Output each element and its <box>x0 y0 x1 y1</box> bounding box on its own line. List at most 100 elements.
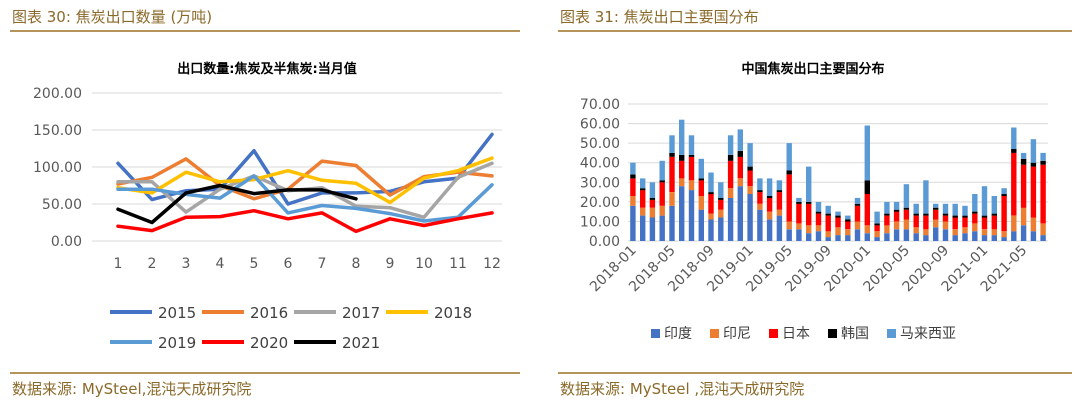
bar-segment-日本 <box>874 225 880 232</box>
bar-segment-日本 <box>1020 164 1027 208</box>
bar-segment-韩国 <box>923 213 929 216</box>
bar-segment-印度 <box>952 235 958 241</box>
bar-segment-马来西亚 <box>972 194 978 212</box>
bar-segment-印度 <box>874 237 880 241</box>
bar-segment-马来西亚 <box>708 172 714 193</box>
chart-title: 出口数量:焦炭及半焦炭:当月值 <box>177 61 356 77</box>
bar-segment-印尼 <box>884 225 890 234</box>
bar-segment-印尼 <box>1011 215 1017 232</box>
bar-segment-印度 <box>659 215 665 241</box>
bar-segment-印度 <box>1011 231 1017 241</box>
y-tick-label: 50.00 <box>42 197 82 213</box>
bar-segment-马来西亚 <box>933 203 939 208</box>
legend-label-韩国: 韩国 <box>841 326 869 342</box>
bar-segment-印尼 <box>669 192 675 206</box>
legend-label-日本: 日本 <box>782 326 810 342</box>
bar-segment-日本 <box>747 170 753 187</box>
legend-label-2017: 2017 <box>342 304 380 322</box>
bar-segment-日本 <box>854 205 861 222</box>
bar-segment-韩国 <box>708 192 714 195</box>
bar-segment-马来西亚 <box>864 125 870 181</box>
bar-segment-韩国 <box>854 203 861 206</box>
x-tick-label: 8 <box>352 256 361 272</box>
bar-segment-韩国 <box>776 190 783 193</box>
bar-segment-印度 <box>815 231 822 241</box>
bar-segment-韩国 <box>972 211 978 214</box>
bar-segment-印尼 <box>630 196 636 206</box>
bar-segment-韩国 <box>698 178 704 181</box>
bar-segment-印尼 <box>1030 217 1037 232</box>
bar-segment-马来西亚 <box>854 197 861 204</box>
bar-segment-日本 <box>776 192 783 210</box>
bar-segment-马来西亚 <box>698 158 704 179</box>
bar-segment-韩国 <box>1020 158 1027 165</box>
bar-segment-日本 <box>727 160 734 189</box>
bar-segment-马来西亚 <box>1001 188 1007 195</box>
series-line-2018 <box>116 156 494 205</box>
bar-segment-印尼 <box>991 229 997 236</box>
legend-swatch-印尼 <box>710 329 719 338</box>
bar-segment-印尼 <box>825 231 831 238</box>
bar-segment-韩国 <box>659 180 665 183</box>
right-source-note: 数据来源: MySteel ,混沌天成研究院 <box>560 380 805 398</box>
bar-segment-马来西亚 <box>903 184 910 208</box>
bar-segment-韩国 <box>766 196 773 198</box>
bar-segment-印度 <box>776 215 783 241</box>
bar-segment-印度 <box>806 233 812 241</box>
bar-segment-印尼 <box>972 223 978 232</box>
bar-segment-日本 <box>718 199 724 210</box>
bar-segment-印度 <box>688 190 695 241</box>
bar-segment-印尼 <box>698 196 704 210</box>
bar-segment-韩国 <box>825 213 831 216</box>
x-tick-label: 2 <box>148 256 157 272</box>
bar-segment-日本 <box>766 197 773 212</box>
bar-segment-日本 <box>933 209 939 220</box>
bar-segment-印尼 <box>845 229 851 236</box>
bar-segment-韩国 <box>962 215 968 218</box>
bar-segment-印度 <box>708 219 714 241</box>
legend-label-2018: 2018 <box>434 304 472 322</box>
legend-swatch-印度 <box>651 329 660 338</box>
bar-segment-印尼 <box>815 225 822 232</box>
bar-segment-马来西亚 <box>718 182 724 198</box>
left-title-rule <box>10 30 520 32</box>
bar-segment-韩国 <box>942 213 949 216</box>
bar-segment-日本 <box>640 190 646 208</box>
export-volume-line-chart: 出口数量:焦炭及半焦炭:当月值 0.00 50.00 100.00 150.00 200.… <box>33 61 502 352</box>
bar-segment-马来西亚 <box>845 215 851 220</box>
bar-segment-韩国 <box>981 215 988 218</box>
bar-segment-印尼 <box>942 221 949 230</box>
bar-segment-韩国 <box>630 174 636 179</box>
bar-segment-印度 <box>962 233 968 241</box>
bar-segment-日本 <box>757 192 763 204</box>
x-tick-label: 10 <box>415 256 433 272</box>
bar-segment-日本 <box>630 178 636 196</box>
bar-segment-日本 <box>913 215 919 228</box>
bar-segment-韩国 <box>640 188 646 191</box>
x-tick-label: 11 <box>449 256 467 272</box>
bar-segment-马来西亚 <box>679 119 685 155</box>
left-source-note: 数据来源: MySteel,混沌天成研究院 <box>12 380 252 398</box>
bar-segment-韩国 <box>864 180 870 194</box>
legend-label-2019: 2019 <box>158 334 196 352</box>
bar-segment-印尼 <box>757 203 763 210</box>
x-tick-label: 9 <box>386 256 395 272</box>
bar-segment-日本 <box>972 213 978 224</box>
bar-segment-日本 <box>942 215 949 222</box>
bar-segment-印尼 <box>952 229 958 236</box>
legend-label-2021: 2021 <box>342 334 380 352</box>
bar-segment-韩国 <box>835 215 841 218</box>
bar-segment-印度 <box>1040 235 1046 241</box>
x-tick-label: 3 <box>182 256 191 272</box>
legend-label-2016: 2016 <box>250 304 288 322</box>
bar-segment-日本 <box>679 160 685 179</box>
bar-segment-印尼 <box>737 178 743 187</box>
x-tick-label: 6 <box>284 256 293 272</box>
y-tick-label: 70.00 <box>580 97 620 113</box>
bar-segment-日本 <box>952 217 958 230</box>
left-footer-rule <box>10 372 520 374</box>
bar-segment-印度 <box>640 215 646 241</box>
bar-segment-日本 <box>688 156 695 181</box>
bar-segment-印尼 <box>727 188 734 198</box>
bar-segment-日本 <box>893 211 900 222</box>
